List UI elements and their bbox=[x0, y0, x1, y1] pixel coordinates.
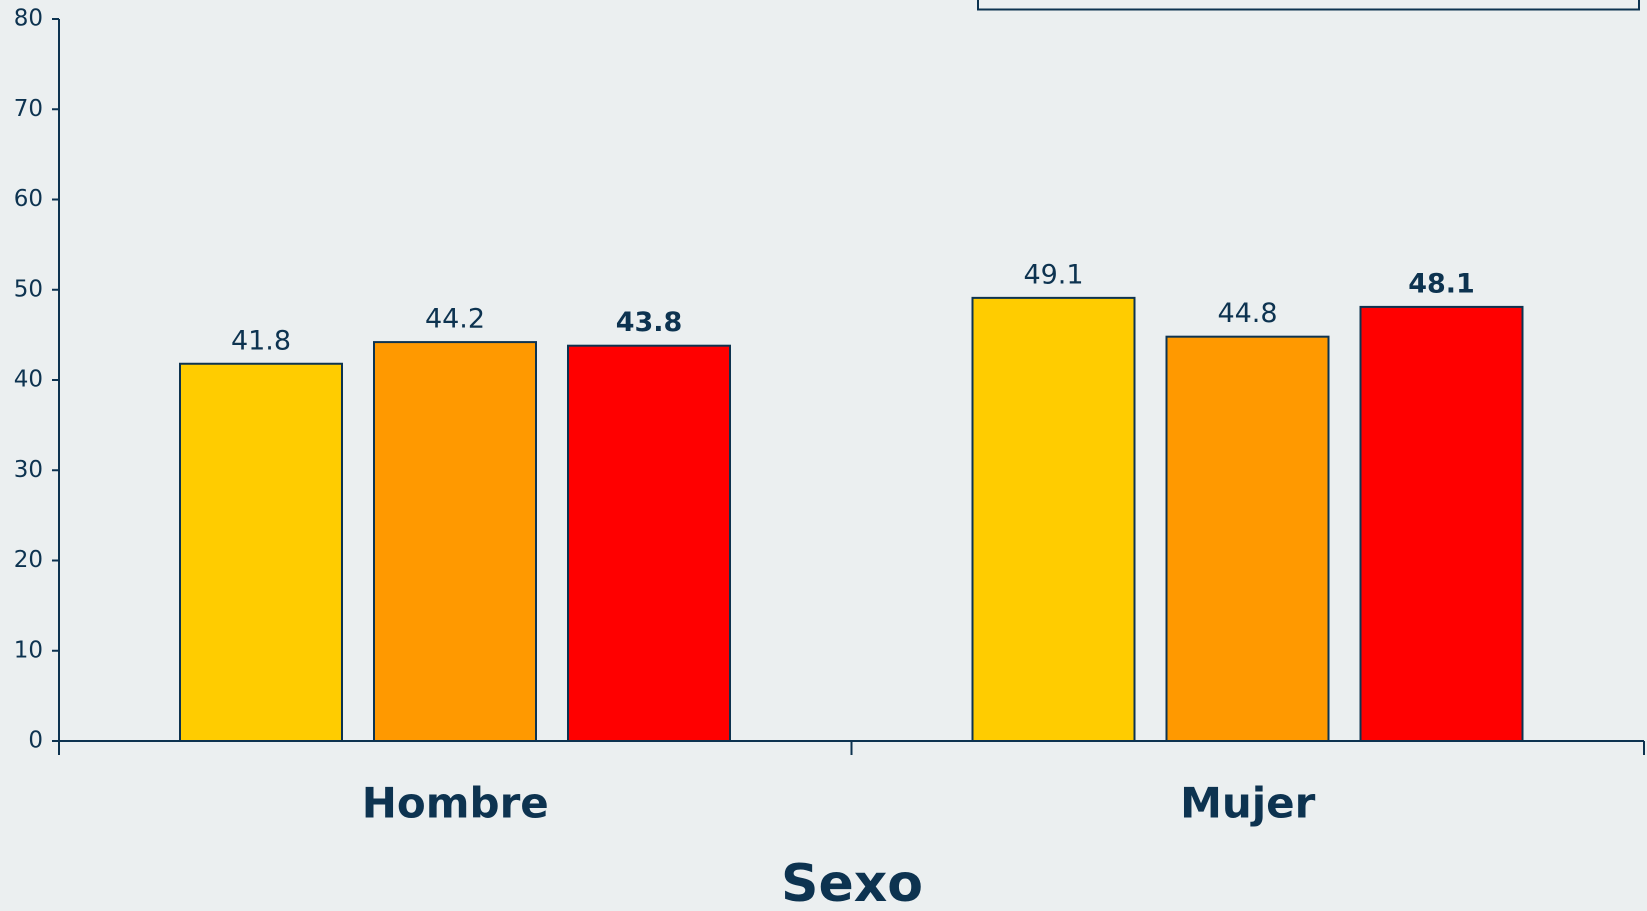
x-axis-label: Sexo bbox=[781, 854, 923, 911]
data-label: 44.2 bbox=[425, 304, 485, 335]
x-tick-label: Mujer bbox=[1180, 779, 1316, 828]
bar bbox=[1359, 305, 1524, 742]
bar bbox=[567, 344, 731, 742]
legend-box bbox=[977, 0, 1640, 11]
y-tick-label: 0 bbox=[28, 728, 43, 754]
x-tick-label: Hombre bbox=[362, 779, 549, 828]
bar bbox=[179, 362, 343, 742]
data-label: 49.1 bbox=[1023, 259, 1083, 290]
y-tick-label: 60 bbox=[14, 186, 43, 212]
data-label: 41.8 bbox=[231, 325, 291, 356]
bar bbox=[1165, 335, 1330, 742]
bar bbox=[971, 296, 1136, 742]
y-tick-label: 50 bbox=[14, 276, 43, 302]
y-tick-label: 10 bbox=[14, 637, 43, 663]
y-tick-label: 30 bbox=[14, 457, 43, 483]
bar bbox=[373, 341, 537, 742]
y-tick-label: 70 bbox=[14, 96, 43, 122]
data-label: 48.1 bbox=[1408, 268, 1475, 299]
data-label: 44.8 bbox=[1217, 298, 1277, 329]
data-label: 43.8 bbox=[616, 307, 683, 338]
y-tick-label: 40 bbox=[14, 367, 43, 393]
y-tick-label: 20 bbox=[14, 547, 43, 573]
y-tick-label: 80 bbox=[14, 6, 43, 32]
